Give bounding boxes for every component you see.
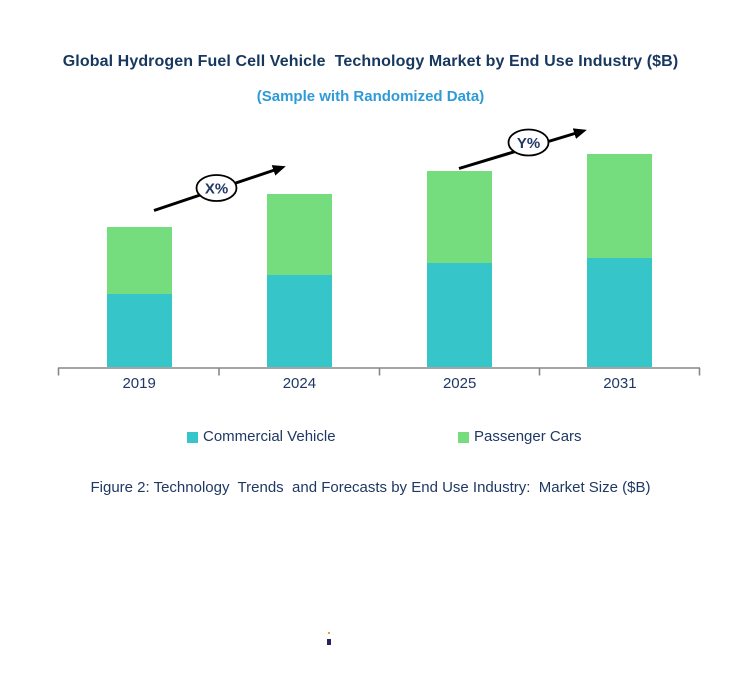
axis-label-2024: 2024 [282, 375, 317, 392]
axis-label-2031: 2031 [603, 375, 637, 392]
bar-2025-passenger-cars [427, 171, 493, 263]
bar-2031-commercial-vehicle [587, 258, 653, 367]
stray-mark-dot [328, 632, 330, 634]
legend-label-passenger-cars: Passenger Cars [474, 428, 582, 445]
legend-item-commercial-vehicle: Commercial Vehicle [187, 428, 336, 445]
axis-label-2025: 2025 [442, 375, 477, 392]
legend: Commercial Vehicle Passenger Cars [0, 428, 741, 448]
bar-2031-passenger-cars [587, 154, 653, 258]
stray-mark-glyph [327, 639, 331, 645]
bar-2019-passenger-cars [106, 227, 172, 294]
legend-label-commercial-vehicle: Commercial Vehicle [203, 428, 336, 445]
axis-label-2019: 2019 [122, 375, 156, 392]
chart-subtitle: (Sample with Randomized Data) [256, 88, 485, 105]
figure-caption: Figure 2: Technology Trends and Forecast… [90, 479, 651, 496]
legend-swatch-commercial-vehicle [187, 431, 198, 443]
bar-2024-commercial-vehicle [266, 275, 332, 367]
bar-2019-commercial-vehicle [106, 294, 172, 367]
legend-swatch-passenger-cars [458, 431, 469, 443]
chart-title: Global Hydrogen Fuel Cell Vehicle Techno… [62, 53, 679, 70]
bar-2025-commercial-vehicle [427, 263, 493, 367]
bar-2024-passenger-cars [266, 194, 332, 275]
legend-item-passenger-cars: Passenger Cars [458, 428, 582, 445]
